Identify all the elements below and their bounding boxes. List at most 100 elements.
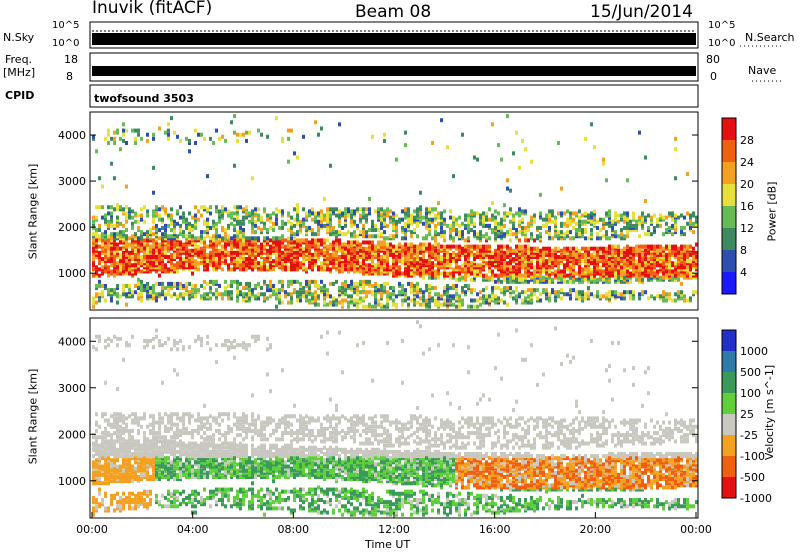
heatmap-cell <box>302 286 305 291</box>
heatmap-cell <box>623 279 626 284</box>
heatmap-cell <box>332 211 335 216</box>
heatmap-cell <box>152 292 155 297</box>
heatmap-cell <box>527 269 530 274</box>
heatmap-cell <box>605 221 608 226</box>
heatmap-cell <box>254 230 257 235</box>
heatmap-cell <box>359 252 362 257</box>
heatmap-cell <box>290 281 293 286</box>
heatmap-cell <box>101 283 104 288</box>
heatmap-cell <box>569 261 572 266</box>
heatmap-cell <box>653 269 656 274</box>
heatmap-cell <box>575 294 578 299</box>
heatmap-cell <box>380 254 383 259</box>
heatmap-cell <box>473 234 476 239</box>
heatmap-cell <box>503 250 506 255</box>
heatmap-cell <box>344 223 347 228</box>
heatmap-cell <box>224 209 227 214</box>
heatmap-cell <box>431 246 434 251</box>
heatmap-cell <box>602 269 605 274</box>
heatmap-cell <box>104 506 107 511</box>
heatmap-cell <box>524 238 527 243</box>
heatmap-cell <box>608 271 611 276</box>
heatmap-cell <box>326 221 329 226</box>
heatmap-cell <box>296 267 299 272</box>
heatmap-cell <box>116 454 119 459</box>
heatmap-cell <box>125 219 128 224</box>
heatmap-cell <box>281 240 284 245</box>
heatmap-cell <box>293 246 296 251</box>
heatmap-cell <box>116 292 119 297</box>
heatmap-cell <box>98 472 101 477</box>
heatmap-cell <box>134 265 137 270</box>
heatmap-cell <box>482 219 485 224</box>
heatmap-cell <box>146 242 149 247</box>
heatmap-cell <box>296 265 299 270</box>
heatmap-cell <box>356 263 359 268</box>
heatmap-cell <box>314 120 317 125</box>
heatmap-cell <box>116 428 119 433</box>
heatmap-cell <box>185 225 188 230</box>
heatmap-cell <box>347 263 350 268</box>
heatmap-cell <box>347 286 350 291</box>
heatmap-cell <box>650 217 653 222</box>
heatmap-cell <box>167 292 170 297</box>
heatmap-cell <box>353 302 356 307</box>
heatmap-cell <box>422 259 425 264</box>
heatmap-cell <box>611 228 614 233</box>
heatmap-cell <box>494 215 497 220</box>
heatmap-cell <box>608 257 611 262</box>
heatmap-cell <box>647 296 650 301</box>
heatmap-cell <box>506 230 509 235</box>
heatmap-cell <box>245 207 248 212</box>
heatmap-cell <box>620 217 623 222</box>
heatmap-cell <box>689 213 692 218</box>
heatmap-cell <box>107 288 110 293</box>
heatmap-cell <box>389 252 392 257</box>
heatmap-cell <box>137 244 140 249</box>
heatmap-cell <box>266 252 269 257</box>
heatmap-cell <box>317 267 320 272</box>
heatmap-cell <box>626 254 629 259</box>
heatmap-cell <box>383 213 386 218</box>
heatmap-cell <box>440 259 443 264</box>
heatmap-cell <box>266 265 269 270</box>
heatmap-cell <box>281 263 284 268</box>
heatmap-cell <box>278 252 281 257</box>
heatmap-cell <box>140 248 143 253</box>
heatmap-cell <box>677 290 680 295</box>
heatmap-cell <box>161 242 164 247</box>
heatmap-cell <box>311 257 314 262</box>
heatmap-cell <box>164 292 167 297</box>
heatmap-cell <box>584 254 587 259</box>
heatmap-cell <box>104 213 107 218</box>
heatmap-cell <box>569 250 572 255</box>
heatmap-cell <box>419 242 422 247</box>
heatmap-cell <box>497 279 500 284</box>
heatmap-cell <box>203 252 206 257</box>
heatmap-cell <box>251 246 254 251</box>
heatmap-cell <box>203 242 206 247</box>
heatmap-cell <box>653 248 656 253</box>
heatmap-cell <box>320 267 323 272</box>
heatmap-cell <box>656 254 659 259</box>
heatmap-cell <box>422 221 425 226</box>
heatmap-cell <box>428 300 431 305</box>
heatmap-cell <box>362 290 365 295</box>
heatmap-cell <box>524 290 527 295</box>
heatmap-cell <box>515 228 518 233</box>
heatmap-cell <box>629 250 632 255</box>
heatmap-cell <box>632 294 635 299</box>
heatmap-cell <box>374 250 377 255</box>
heatmap-cell <box>116 254 119 259</box>
heatmap-cell <box>107 475 110 479</box>
heatmap-cell <box>266 228 269 233</box>
heatmap-cell <box>185 248 188 253</box>
heatmap-cell <box>110 257 113 262</box>
heatmap-cell <box>635 277 638 282</box>
heatmap-cell <box>287 136 290 141</box>
heatmap-cell <box>506 250 509 255</box>
heatmap-cell <box>95 481 98 486</box>
heatmap-cell <box>251 267 254 272</box>
heatmap-cell <box>494 261 497 266</box>
heatmap-cell <box>407 302 410 307</box>
